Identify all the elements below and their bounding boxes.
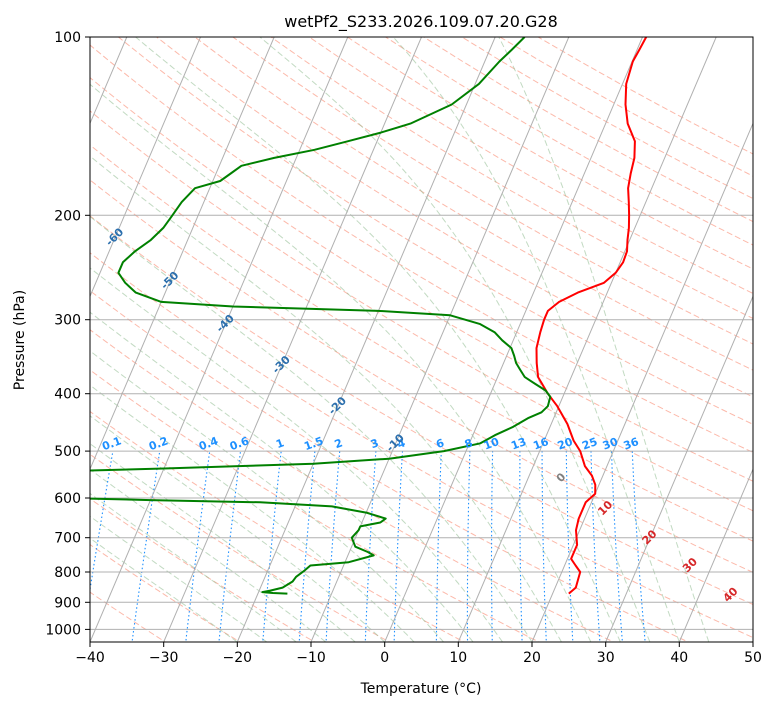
moist-adiabat-line <box>392 37 680 642</box>
mixing-ratio-line <box>435 451 442 642</box>
x-tick-label: 30 <box>597 650 615 666</box>
y-tick-label: 1000 <box>45 622 81 638</box>
isotherm-line <box>384 37 643 642</box>
dry-adiabat-line <box>270 37 753 320</box>
y-tick-label: 600 <box>54 491 81 507</box>
y-tick-label: 900 <box>54 595 81 611</box>
moist-adiabat-line <box>90 443 356 642</box>
isotherm-line <box>90 37 349 642</box>
mixing-ratio-label: 4 <box>395 436 407 451</box>
x-tick-label: −10 <box>296 650 326 666</box>
mixing-ratio-label: 0.4 <box>197 434 220 453</box>
isotherm-line <box>457 37 717 642</box>
dry-adiabat-line <box>90 179 753 573</box>
y-tick-label: 500 <box>54 444 81 460</box>
isotherm-line <box>90 37 275 471</box>
plot-frame <box>89 36 754 643</box>
y-tick-label: 300 <box>54 313 81 329</box>
x-tick-label: −20 <box>223 650 253 666</box>
isotherm-line <box>236 37 496 642</box>
mixing-ratio-label: 20 <box>556 435 575 453</box>
x-tick-label: 50 <box>744 650 762 666</box>
mixing-ratio-label: 30 <box>601 435 620 453</box>
y-tick-label: 200 <box>54 208 81 224</box>
y-tick-label: 800 <box>54 565 81 581</box>
dry-adiabat-line <box>308 37 753 295</box>
moist-adiabat-line <box>135 37 621 642</box>
x-tick-label: 10 <box>449 650 467 666</box>
mixing-ratio-label: 16 <box>531 435 550 453</box>
x-tick-label: −30 <box>149 650 179 666</box>
moist-adiabat-line <box>90 515 268 642</box>
dry-adiabat-line <box>90 410 466 642</box>
mixing-ratio-label: 36 <box>622 435 641 453</box>
y-tick-label: 100 <box>54 30 81 46</box>
x-tick-label: 20 <box>523 650 541 666</box>
moist-adiabat-line <box>90 468 327 642</box>
x-tick-label: −40 <box>75 650 105 666</box>
mixing-ratio-label: 1 <box>274 436 286 451</box>
x-axis-ticks: −40 −30 −20 −10 0 10 20 30 40 50 <box>75 642 762 666</box>
mixing-ratio-label: 25 <box>580 435 599 452</box>
mixing-ratio-line <box>519 451 523 642</box>
mixing-ratio-label: 3 <box>369 436 381 451</box>
mixing-ratio-line <box>490 451 494 642</box>
y-tick-label: 700 <box>54 531 81 547</box>
moist-adiabats <box>90 37 710 642</box>
mixing-ratio-label: 13 <box>509 435 528 452</box>
mixing-ratio-line <box>541 451 547 642</box>
mixing-ratio-line <box>466 451 471 642</box>
moist-adiabat-line <box>90 215 533 642</box>
mixing-ratio-label: 0.2 <box>147 434 170 453</box>
dry-adiabat-line <box>232 37 753 345</box>
skewed-isotherms <box>90 37 753 642</box>
x-tick-label: 0 <box>380 650 389 666</box>
moist-adiabat-line <box>90 350 444 642</box>
y-tick-label: 400 <box>54 387 81 403</box>
moist-adiabat-line <box>90 537 238 642</box>
y-axis-label: Pressure (hPa) <box>12 290 28 390</box>
dry-adiabat-line <box>90 110 753 512</box>
pressure-gridlines <box>90 37 753 630</box>
isotherm-line <box>90 37 201 298</box>
moist-adiabat-line <box>90 415 386 642</box>
mixing-ratio-label: 6 <box>434 436 446 451</box>
x-tick-label: 40 <box>670 650 688 666</box>
mixing-ratio-line <box>364 451 377 642</box>
moist-adiabat-line <box>259 37 651 642</box>
dry-adiabat-line <box>90 44 753 453</box>
dry-adiabat-line <box>90 144 753 542</box>
chart-title: wetPf2_S233.2026.109.07.20.G28 <box>284 12 558 32</box>
mixing-ratio-label: 8 <box>463 436 475 451</box>
x-axis-label: Temperature (°C) <box>360 681 482 697</box>
mixing-ratio-line <box>565 451 574 642</box>
moist-adiabat-line <box>90 311 474 642</box>
mixing-ratio-label: 0.6 <box>228 434 251 453</box>
isotherm-line <box>605 295 753 642</box>
dry-adiabat-line <box>90 290 690 642</box>
dry-adiabat-line <box>156 37 753 398</box>
mixing-ratio-line <box>393 451 404 642</box>
isotherm-line <box>163 37 422 642</box>
mixing-ratio-label: 0.1 <box>100 434 123 453</box>
mixing-ratio-label: 1.5 <box>302 434 325 453</box>
temperature-profile <box>535 37 648 595</box>
plot-area: 0.10.20.40.611.52346810131620253036-100-… <box>90 37 753 642</box>
moist-adiabat-line <box>90 155 562 642</box>
mixing-ratio-label: 10 <box>482 435 501 453</box>
moist-adiabat-line <box>498 37 710 642</box>
y-axis-ticks: 100 200 300 400 500 600 700 800 900 1000 <box>45 30 90 638</box>
dewpoint-profile <box>90 37 552 595</box>
profile-series <box>90 37 648 595</box>
isotherm-line <box>678 467 753 642</box>
mixing-ratio-label: 2 <box>333 436 345 451</box>
moist-adiabat-line <box>90 83 592 642</box>
isotherm-line <box>531 122 753 642</box>
